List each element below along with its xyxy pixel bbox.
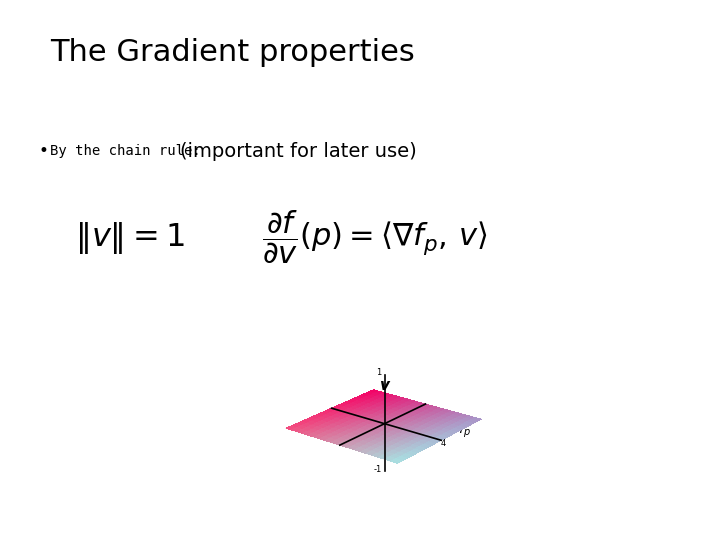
Text: $\|v\| = 1$: $\|v\| = 1$ — [75, 220, 184, 255]
Text: (important for later use): (important for later use) — [180, 141, 417, 161]
Text: •: • — [38, 142, 48, 160]
Text: By the chain rule:: By the chain rule: — [50, 144, 210, 158]
Text: $\dfrac{\partial f}{\partial v}(p) = \langle \nabla f_p,\, v \rangle$: $\dfrac{\partial f}{\partial v}(p) = \la… — [261, 209, 487, 266]
Text: The Gradient properties: The Gradient properties — [50, 38, 415, 67]
